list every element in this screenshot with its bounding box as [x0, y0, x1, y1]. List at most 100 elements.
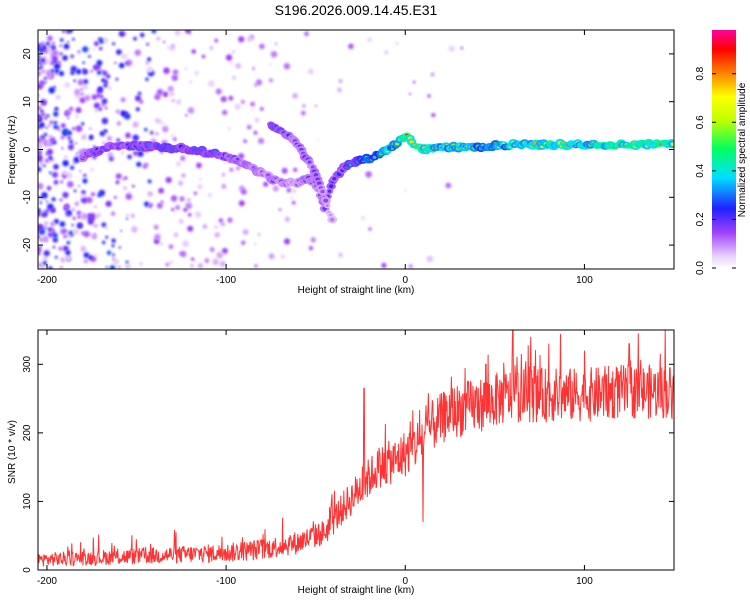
spectrogram-noise-blob	[67, 181, 74, 188]
spectrogram-noise-blob	[108, 156, 114, 162]
spectrogram-noise-blob	[302, 104, 306, 108]
spectrogram-branch-core	[307, 160, 312, 164]
spectrogram-noise-blob	[93, 102, 100, 109]
spectrogram-noise-blob	[137, 91, 142, 96]
spectrogram-noise-blob	[84, 94, 91, 101]
spectrogram-noise-blob	[93, 41, 99, 47]
spectrogram-noise-blob	[220, 221, 225, 227]
spectrogram-noise-blob	[171, 74, 178, 82]
spectrogram-noise-blob	[158, 187, 165, 194]
spectrogram-noise-blob	[215, 88, 222, 95]
spectrogram-noise-blob	[80, 88, 83, 91]
spectrogram-noise-blob	[58, 128, 61, 132]
spectrogram-noise-blob	[76, 210, 82, 216]
spectrogram-noise-blob	[59, 44, 62, 47]
spectrogram-noise-blob	[125, 263, 131, 269]
spectrogram-noise-blob	[155, 132, 159, 136]
spectrogram-noise-blob	[96, 93, 101, 98]
snr-ytick-label: 300	[22, 356, 33, 373]
spectrogram-noise-blob	[252, 67, 255, 70]
spectrogram-noise-blob	[162, 125, 169, 133]
colorbar-label: Normalized spectral amplitude	[737, 82, 748, 217]
snr-ytick-label: 200	[22, 424, 33, 441]
spectrogram-noise-blob	[60, 180, 63, 184]
spectrogram-noise-blob	[64, 82, 71, 88]
spectrogram-noise-blob	[65, 255, 72, 262]
spectrogram-noise-blob	[180, 250, 187, 258]
snr-frame	[37, 329, 675, 571]
spectrogram-noise-blob	[94, 205, 97, 208]
spectrogram-noise-blob	[232, 50, 235, 54]
spectrogram-noise-blob	[40, 137, 45, 143]
spectrogram-noise-blob	[194, 70, 199, 76]
spectrogram-noise-blob	[53, 218, 60, 224]
spectrogram-noise-blob	[38, 154, 43, 161]
spectrogram-noise-blob	[44, 226, 47, 230]
spectrogram-ylabel: Frequency (Hz)	[7, 116, 18, 185]
spectrogram-noise-blob	[48, 266, 53, 269]
spectrogram-noise-blob	[124, 54, 128, 58]
spectrogram-noise-blob	[236, 166, 241, 171]
spectrogram-noise-blob	[101, 98, 108, 105]
spectrogram-noise-blob	[151, 30, 157, 34]
spectrogram-noise-blob	[124, 176, 128, 180]
spectrogram-noise-blob	[50, 221, 55, 227]
spectrogram-noise-blob	[38, 70, 42, 77]
spectrogram-noise-blob	[116, 138, 121, 143]
spectrogram-image	[38, 30, 674, 269]
spectrogram-noise-blob	[408, 264, 413, 269]
spectrogram-noise-blob	[253, 130, 258, 135]
spectrogram-ridge-core	[327, 189, 332, 193]
snr-line	[38, 330, 674, 567]
spectrogram-noise-blob	[254, 264, 258, 268]
spectrogram-noise-blob	[39, 80, 46, 87]
spectrogram-noise-blob	[170, 92, 174, 97]
spectrogram-noise-blob	[38, 246, 42, 253]
spectrogram-noise-blob	[222, 109, 228, 116]
spectrogram-noise-blob	[235, 63, 242, 69]
spectrogram-noise-blob	[39, 49, 44, 54]
snr-ticks: -200 -100 0 100 0 100 200 300	[22, 330, 674, 587]
spectrogram-noise-blob	[272, 185, 279, 192]
spectrogram-noise-blob	[348, 43, 354, 50]
spectrogram-noise-blob	[133, 36, 137, 41]
spectrogram-noise-blob	[207, 193, 213, 198]
spectrogram-noise-blob	[280, 254, 286, 259]
spectrogram-noise-blob	[125, 61, 129, 65]
spectrogram-noise-blob	[308, 246, 314, 251]
spectrogram-noise-blob	[60, 123, 66, 128]
spectrogram-ridge-core	[345, 166, 349, 169]
spectrogram-noise-blob	[102, 240, 106, 245]
spectrogram-noise-blob	[60, 266, 63, 269]
spectrogram-noise-blob	[62, 245, 69, 252]
spectrogram-noise-blob	[91, 192, 95, 197]
spectrogram-noise-blob	[111, 238, 116, 243]
spectrogram-noise-blob	[209, 46, 214, 50]
spectrogram-noise-blob	[99, 130, 106, 137]
snr-xtick-label: 100	[576, 576, 593, 587]
spectrogram-noise-blob	[51, 45, 56, 50]
spectrogram-noise-blob	[181, 173, 186, 178]
spectrogram-noise-blob	[70, 54, 74, 59]
spectrogram-noise-blob	[47, 232, 53, 238]
spectrogram-noise-blob	[94, 109, 98, 113]
spectrogram-noise-blob	[93, 253, 98, 257]
spectrogram-noise-blob	[171, 44, 175, 47]
spectrogram-ridge-core	[670, 142, 674, 147]
spectrogram-noise-blob	[293, 167, 298, 172]
spectrogram-noise-blob	[263, 181, 269, 187]
spectrogram-noise-blob	[127, 154, 132, 160]
spectrogram-noise-blob	[171, 207, 175, 212]
spectrogram-noise-blob	[176, 205, 179, 208]
spectrogram-noise-blob	[70, 165, 75, 170]
spectrogram-noise-blob	[59, 198, 63, 202]
spectrogram-noise-blob	[160, 200, 164, 204]
spectrogram-noise-blob	[145, 61, 149, 65]
spectrogram-noise-blob	[144, 127, 148, 132]
colorbar-gradient	[712, 30, 736, 268]
spectrogram-noise-blob	[116, 121, 122, 126]
spectrogram-noise-blob	[75, 107, 82, 114]
spectrogram-noise-blob	[75, 152, 78, 155]
spectrogram-noise-blob	[51, 41, 56, 46]
spectrogram-noise-blob	[178, 218, 184, 224]
